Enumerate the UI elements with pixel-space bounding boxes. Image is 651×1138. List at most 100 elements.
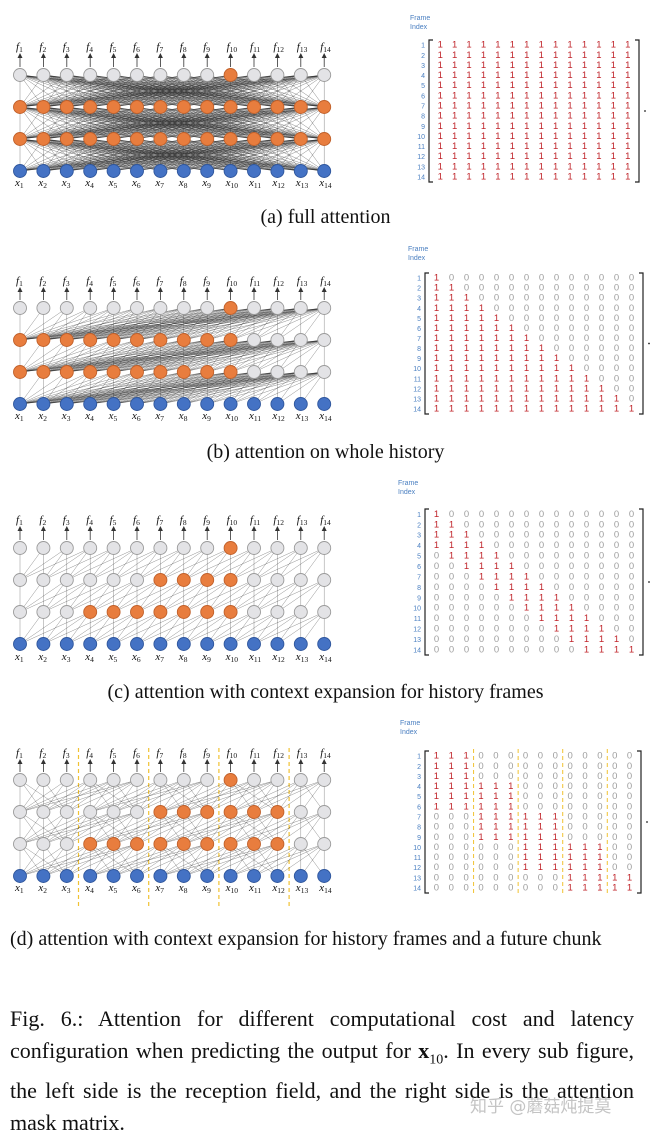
mask-cell-one: 1	[539, 373, 544, 384]
mask-cell-zero: 0	[479, 273, 484, 284]
mask-cell-zero: 0	[553, 751, 558, 762]
input-node	[13, 637, 27, 651]
mask-cell-zero: 0	[584, 540, 589, 551]
input-node	[83, 397, 98, 411]
mask-cell-one: 1	[449, 403, 454, 414]
mask-cell-one: 1	[509, 333, 514, 344]
attention-edge	[113, 74, 325, 108]
arrow-head	[64, 287, 70, 292]
mask-cell-one: 1	[524, 571, 529, 582]
mask-cell-zero: 0	[449, 613, 454, 624]
mask-cell-zero: 0	[524, 634, 529, 645]
active-hidden-node	[270, 805, 285, 819]
mask-cell-one: 1	[464, 540, 469, 551]
mask-cell-one: 1	[510, 50, 515, 61]
attention-edge	[19, 547, 67, 581]
active-hidden-node	[130, 333, 144, 347]
mask-cell-one: 1	[449, 519, 454, 530]
mask-cell-one: 1	[567, 70, 572, 81]
hidden-node	[247, 365, 261, 379]
attention-edge	[253, 843, 325, 877]
mask-cell-one: 1	[438, 40, 443, 51]
hidden-node	[247, 573, 261, 587]
mask-cell-zero: 0	[554, 273, 559, 284]
mask-cell-zero: 0	[524, 551, 529, 562]
mask-cell-zero: 0	[584, 519, 589, 530]
mask-cell-one: 1	[625, 90, 630, 101]
output-label: f1	[16, 514, 23, 527]
frame-index-number: 11	[414, 616, 421, 623]
mask-cell-zero: 0	[509, 613, 514, 624]
output-node	[200, 773, 215, 787]
attention-edge	[19, 843, 67, 877]
active-hidden-node	[106, 837, 121, 851]
mask-cell-one: 1	[523, 832, 528, 843]
mask-cell-zero: 0	[569, 530, 574, 541]
mask-cell-zero: 0	[599, 603, 604, 614]
mask-cell-zero: 0	[629, 343, 634, 354]
mask-cell-one: 1	[449, 283, 454, 294]
input-node	[130, 869, 144, 883]
attention-edge	[253, 106, 325, 140]
mask-cell-zero: 0	[612, 751, 617, 762]
mask-cell-one: 1	[625, 111, 630, 122]
attention-edge	[207, 547, 255, 581]
frame-index-number: 14	[413, 406, 421, 413]
active-hidden-node	[293, 100, 308, 114]
input-node	[13, 869, 27, 883]
attention-edge	[277, 339, 325, 373]
mask-cell-zero: 0	[629, 582, 634, 593]
output-node	[106, 773, 121, 787]
mask-cell-one: 1	[452, 171, 457, 182]
output-node	[36, 68, 51, 82]
output-node	[106, 541, 121, 555]
attention-edge	[19, 339, 114, 373]
mask-cell-zero: 0	[629, 363, 634, 374]
mask-cell-zero: 0	[569, 571, 574, 582]
mask-cell-one: 1	[538, 822, 543, 833]
mask-cell-one: 1	[463, 771, 468, 782]
attention-edge	[230, 547, 301, 581]
attention-edge	[277, 138, 325, 172]
active-hidden-node	[200, 100, 215, 114]
mask-cell-zero: 0	[629, 393, 634, 404]
input-label: x4	[84, 177, 94, 190]
mask-cell-one: 1	[567, 50, 572, 61]
active-hidden-node	[247, 100, 261, 114]
output-node	[59, 773, 74, 787]
input-node	[106, 637, 121, 651]
mask-cell-one: 1	[481, 40, 486, 51]
mask-cell-one: 1	[567, 90, 572, 101]
attention-edge	[253, 138, 325, 172]
mask-cell-one: 1	[523, 822, 528, 833]
output-label: f8	[180, 514, 187, 527]
mask-cell-one: 1	[434, 293, 439, 304]
frame-index-number: 7	[417, 814, 421, 821]
mask-cell-one: 1	[434, 403, 439, 414]
mask-cell-zero: 0	[464, 582, 469, 593]
mask-cell-one: 1	[625, 121, 630, 132]
attention-edge	[253, 74, 325, 108]
mask-cell-zero: 0	[584, 530, 589, 541]
mask-cell-zero: 0	[434, 852, 439, 863]
mask-cell-one: 1	[508, 801, 513, 812]
frame-index-number: 10	[417, 134, 425, 141]
attention-edge	[113, 579, 161, 613]
output-label: f13	[297, 275, 308, 288]
mask-cell-one: 1	[434, 801, 439, 812]
mask-cell-one: 1	[597, 872, 602, 883]
mask-cell-one: 1	[481, 141, 486, 152]
input-label: x2	[37, 177, 47, 190]
input-label: x4	[84, 882, 94, 895]
mask-cell-zero: 0	[569, 592, 574, 603]
output-node	[200, 68, 215, 82]
hidden-node	[317, 333, 332, 347]
input-label: x6	[131, 651, 141, 664]
arrow-head	[157, 526, 163, 531]
active-hidden-node	[200, 365, 215, 379]
active-hidden-node	[13, 100, 27, 114]
attention-edge	[66, 547, 114, 581]
mask-cell-one: 1	[434, 373, 439, 384]
mask-cell-zero: 0	[493, 852, 498, 863]
mask-cell-one: 1	[553, 151, 558, 162]
